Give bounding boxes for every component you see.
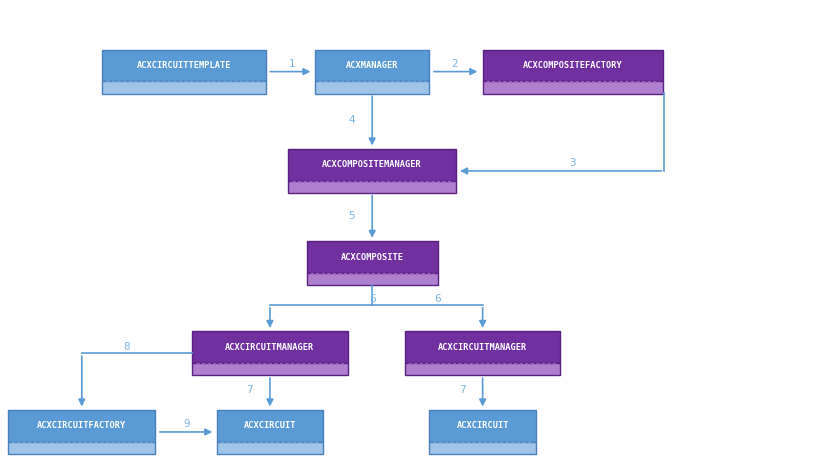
- Text: 2: 2: [452, 59, 458, 69]
- FancyBboxPatch shape: [102, 50, 266, 81]
- Text: 6: 6: [369, 294, 375, 304]
- Text: ACXCOMPOSITEMANAGER: ACXCOMPOSITEMANAGER: [322, 160, 422, 169]
- FancyBboxPatch shape: [405, 363, 560, 375]
- Text: ACXMANAGER: ACXMANAGER: [346, 61, 398, 70]
- FancyBboxPatch shape: [102, 81, 266, 93]
- Text: ACXCIRCUITMANAGER: ACXCIRCUITMANAGER: [225, 343, 315, 352]
- Text: 7: 7: [246, 385, 253, 395]
- Text: 9: 9: [183, 419, 190, 429]
- FancyBboxPatch shape: [307, 241, 438, 273]
- Text: 4: 4: [348, 115, 355, 125]
- FancyBboxPatch shape: [8, 442, 155, 454]
- FancyBboxPatch shape: [217, 410, 323, 442]
- Text: ACXCIRCUIT: ACXCIRCUIT: [456, 421, 509, 430]
- Text: 1: 1: [289, 59, 295, 69]
- FancyBboxPatch shape: [483, 50, 663, 81]
- Text: ACXCIRCUITTEMPLATE: ACXCIRCUITTEMPLATE: [137, 61, 231, 70]
- Text: ACXCIRCUITFACTORY: ACXCIRCUITFACTORY: [37, 421, 127, 430]
- FancyBboxPatch shape: [315, 81, 429, 93]
- Text: ACXCIRCUIT: ACXCIRCUIT: [244, 421, 296, 430]
- Text: 5: 5: [348, 211, 355, 221]
- FancyBboxPatch shape: [429, 410, 536, 442]
- FancyBboxPatch shape: [315, 50, 429, 81]
- Text: ACXCIRCUITMANAGER: ACXCIRCUITMANAGER: [438, 343, 528, 352]
- Text: ACXCOMPOSITE: ACXCOMPOSITE: [340, 253, 404, 261]
- Text: 6: 6: [434, 294, 441, 304]
- FancyBboxPatch shape: [307, 273, 438, 285]
- Text: 8: 8: [124, 342, 130, 353]
- FancyBboxPatch shape: [483, 81, 663, 93]
- Text: 3: 3: [569, 158, 576, 168]
- FancyBboxPatch shape: [405, 332, 560, 363]
- FancyBboxPatch shape: [289, 181, 456, 193]
- FancyBboxPatch shape: [192, 332, 348, 363]
- Text: 7: 7: [459, 385, 465, 395]
- FancyBboxPatch shape: [192, 363, 348, 375]
- FancyBboxPatch shape: [217, 442, 323, 454]
- Text: ACXCOMPOSITEFACTORY: ACXCOMPOSITEFACTORY: [523, 61, 622, 70]
- FancyBboxPatch shape: [289, 149, 456, 181]
- FancyBboxPatch shape: [8, 410, 155, 442]
- FancyBboxPatch shape: [429, 442, 536, 454]
